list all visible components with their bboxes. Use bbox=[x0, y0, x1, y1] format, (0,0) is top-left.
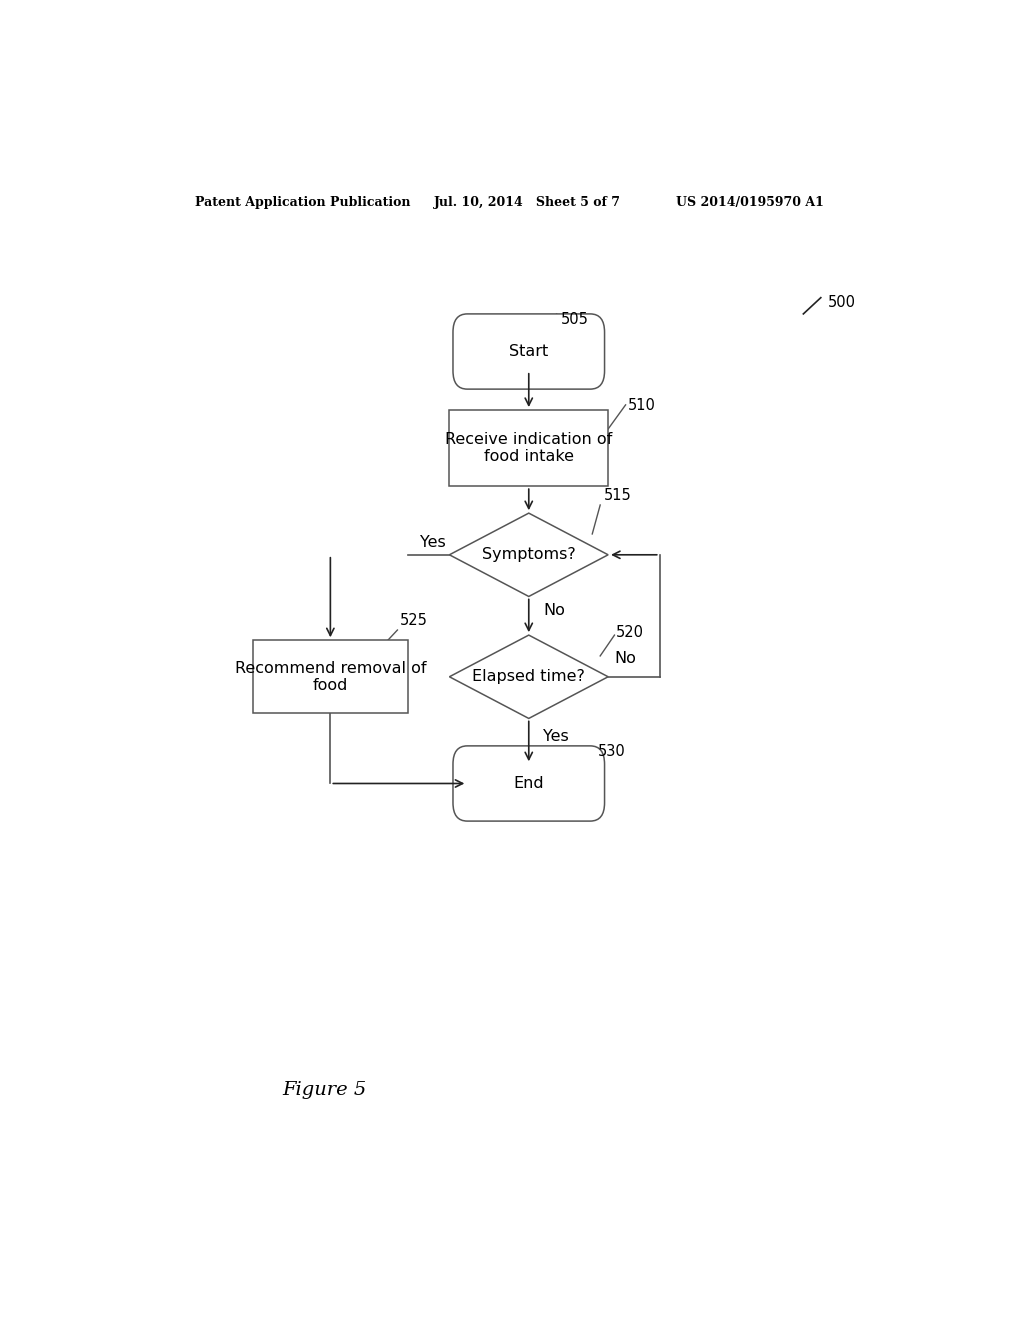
Text: Patent Application Publication: Patent Application Publication bbox=[196, 195, 411, 209]
Polygon shape bbox=[450, 513, 608, 597]
Text: Recommend removal of
food: Recommend removal of food bbox=[234, 660, 426, 693]
Text: Figure 5: Figure 5 bbox=[283, 1081, 367, 1100]
Text: 530: 530 bbox=[598, 744, 626, 759]
Text: Jul. 10, 2014   Sheet 5 of 7: Jul. 10, 2014 Sheet 5 of 7 bbox=[433, 195, 621, 209]
Bar bbox=[450, 411, 608, 486]
Text: 515: 515 bbox=[604, 488, 632, 503]
Text: 520: 520 bbox=[616, 626, 644, 640]
Text: No: No bbox=[614, 651, 636, 667]
Text: End: End bbox=[513, 776, 544, 791]
FancyBboxPatch shape bbox=[453, 746, 604, 821]
Text: Receive indication of
food intake: Receive indication of food intake bbox=[445, 432, 612, 465]
Text: 525: 525 bbox=[399, 612, 428, 628]
Text: 500: 500 bbox=[828, 296, 856, 310]
Bar bbox=[253, 640, 408, 713]
Text: Elapsed time?: Elapsed time? bbox=[472, 669, 585, 684]
Text: US 2014/0195970 A1: US 2014/0195970 A1 bbox=[676, 195, 823, 209]
Text: Yes: Yes bbox=[420, 535, 445, 550]
Text: Start: Start bbox=[509, 345, 549, 359]
Text: 505: 505 bbox=[560, 312, 589, 327]
Text: 510: 510 bbox=[628, 399, 655, 413]
FancyBboxPatch shape bbox=[453, 314, 604, 389]
Text: Symptoms?: Symptoms? bbox=[482, 548, 575, 562]
Text: No: No bbox=[543, 603, 565, 618]
Polygon shape bbox=[450, 635, 608, 718]
Text: Yes: Yes bbox=[543, 729, 568, 743]
